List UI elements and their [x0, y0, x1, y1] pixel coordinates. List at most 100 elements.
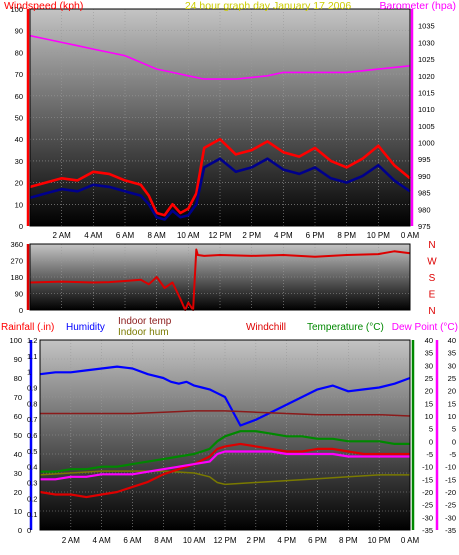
temperature-tick-label: -10 — [422, 463, 433, 472]
rainfall-tick-label: 0.9 — [27, 384, 37, 393]
humidity-tick-label: 100 — [9, 336, 22, 345]
grid-lines — [30, 8, 411, 531]
temp-panel-time-tick: 6 AM — [123, 536, 142, 545]
temperature-axis-title: Temperature (°C) — [307, 322, 384, 333]
dewpoint-tick-label: 15 — [448, 399, 456, 408]
gust-series-line — [29, 137, 411, 217]
windspeed-tick-label: 20 — [15, 179, 23, 188]
dewpoint-tick-label: -30 — [445, 513, 456, 522]
dewpoint-tick-label: -10 — [445, 463, 456, 472]
temp-panel-time-tick: 8 PM — [339, 536, 358, 545]
rainfall-tick-label: 0.3 — [27, 479, 37, 488]
temp-panel-time-tick: 12 PM — [213, 536, 236, 545]
dewpoint-tick-label: 20 — [448, 387, 456, 396]
humidity-tick-label: 0 — [18, 526, 22, 535]
rainfall-tick-label: 0.4 — [27, 463, 37, 472]
windspeed-axis-title: Windspeed (kph) — [4, 0, 83, 12]
barometer-tick-label: 980 — [418, 205, 431, 214]
dewpoint-tick-label: -5 — [449, 450, 456, 459]
temp-panel-time-tick: 0 AM — [401, 536, 420, 545]
graph-date-title: 24 hour graph day January 17 2006 — [185, 0, 352, 12]
dewpoint-tick-label: 25 — [448, 374, 456, 383]
barometer-tick-label: 1015 — [418, 88, 435, 97]
wind-panel-time-tick: 2 PM — [242, 231, 261, 240]
humidity-legend-label: Humidity — [66, 322, 105, 333]
dewpoint-tick-label: 40 — [448, 336, 456, 345]
rainfall-tick-label: 1 — [27, 368, 31, 377]
temperature-tick-label: 30 — [425, 361, 433, 370]
direction-tick-label: 270 — [10, 257, 23, 266]
wind-panel-time-tick: 12 PM — [208, 231, 231, 240]
wind-panel-time-tick: 6 PM — [306, 231, 325, 240]
temperature-series-line — [40, 430, 410, 473]
dewpoint-tick-label: 30 — [448, 361, 456, 370]
temp-panel-time-tick: 2 AM — [62, 536, 81, 545]
wind-panel-time-tick: 2 AM — [53, 231, 72, 240]
compass-label: N — [428, 306, 435, 317]
humidity-tick-label: 60 — [14, 412, 22, 421]
windchill-series-line — [39, 442, 410, 499]
windspeed-tick-label: 60 — [15, 92, 23, 101]
barometer-tick-label: 1000 — [418, 139, 435, 148]
wind-panel-time-tick: 8 AM — [148, 231, 167, 240]
temperature-tick-label: 25 — [425, 374, 433, 383]
wind-panel-time-tick: 10 PM — [367, 231, 390, 240]
compass-label: W — [427, 257, 437, 268]
humidity-tick-label: 90 — [14, 355, 22, 364]
humidity-tick-label: 30 — [14, 469, 22, 478]
dewpoint-tick-label: -15 — [445, 475, 456, 484]
barometer-tick-label: 990 — [418, 172, 431, 181]
rainfall-tick-label: 0.6 — [27, 431, 37, 440]
humidity-tick-label: 80 — [14, 374, 22, 383]
windspeed-tick-label: 100 — [10, 5, 23, 14]
rainfall-tick-label: 0 — [27, 526, 31, 535]
temperature-tick-label: -15 — [422, 475, 433, 484]
direction-tick-label: 0 — [19, 306, 23, 315]
barometer-tick-label: 985 — [418, 189, 431, 198]
indoor-temp-legend-label: Indoor temp — [118, 316, 172, 327]
rainfall-tick-label: 0.8 — [27, 399, 37, 408]
barometer-tick-label: 1035 — [418, 22, 435, 31]
dewpoint-tick-label: 5 — [452, 425, 456, 434]
barometer-tick-label: 975 — [418, 222, 431, 231]
direction-tick-label: 90 — [15, 290, 23, 299]
temp-panel-time-tick: 2 PM — [246, 536, 265, 545]
temp-panel-time-tick: 8 AM — [154, 536, 173, 545]
dewpoint-tick-label: 10 — [448, 412, 456, 421]
windspeed-tick-label: 50 — [15, 114, 23, 123]
compass-label: N — [428, 240, 435, 251]
wind-panel-frame — [29, 8, 411, 227]
humidity-tick-label: 50 — [14, 431, 22, 440]
temperature-tick-label: -30 — [422, 513, 433, 522]
windspeed-tick-label: 70 — [15, 70, 23, 79]
windspeed-tick-label: 30 — [15, 157, 23, 166]
direction-tick-label: 360 — [10, 240, 23, 249]
temp-panel-time-tick: 4 AM — [93, 536, 112, 545]
barometer-tick-label: 1005 — [418, 122, 435, 131]
humidity-tick-label: 40 — [14, 450, 22, 459]
dew-point-series-line — [40, 450, 410, 481]
temp-panel-frame — [39, 339, 411, 531]
indoor-hum-legend-label: Indoor hum — [118, 327, 169, 338]
wind-series-line — [29, 157, 411, 221]
wind-panel-time-tick: 8 PM — [337, 231, 356, 240]
dewpoint-tick-label: 0 — [452, 437, 456, 446]
dewpoint-tick-label: -20 — [445, 488, 456, 497]
rainfall-tick-label: 0.1 — [27, 510, 37, 519]
barometer-tick-label: 995 — [418, 155, 431, 164]
windspeed-tick-label: 0 — [19, 222, 23, 231]
direction-panel-frame — [29, 243, 411, 311]
wind-panel-time-tick: 4 AM — [84, 231, 103, 240]
dewpoint-tick-label: -35 — [445, 526, 456, 535]
windspeed-tick-label: 80 — [15, 48, 23, 57]
dewpoint-tick-label: 35 — [448, 349, 456, 358]
direction-tick-label: 180 — [10, 273, 23, 282]
wind-direction-series-line — [29, 248, 411, 311]
windspeed-tick-label: 10 — [15, 200, 23, 209]
humidity-tick-label: 70 — [14, 393, 22, 402]
humidity-series-line — [39, 365, 411, 427]
rainfall-tick-label: 1.1 — [27, 352, 37, 361]
compass-label: E — [429, 290, 436, 301]
rainfall-axis-title: Rainfall (.in) — [1, 322, 54, 333]
